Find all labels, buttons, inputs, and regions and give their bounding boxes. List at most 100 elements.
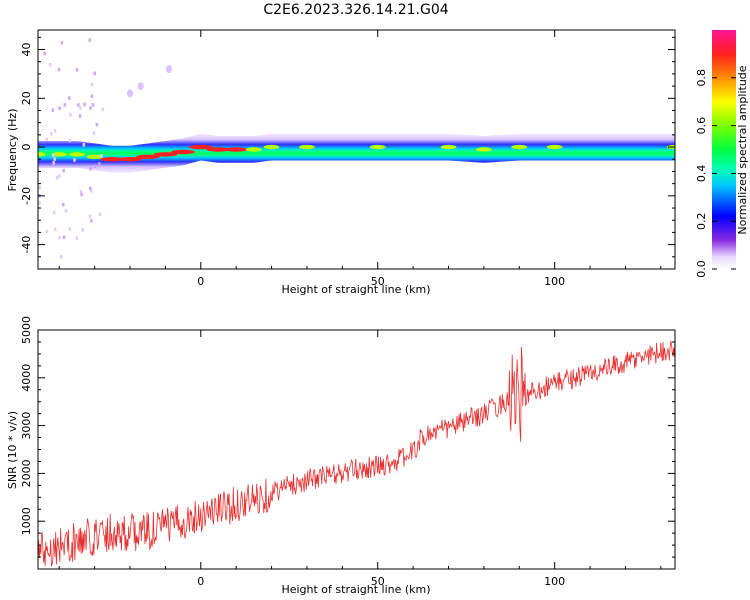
spectrogram-y-tick-label: 20 [20,91,33,105]
spectrogram-peak [245,147,262,152]
spectrogram-speckle [54,227,57,232]
spectrogram-speckle [53,129,57,133]
spectrogram-peak [171,149,196,155]
spectrogram-speckle [63,103,66,107]
spectrogram-speckle [79,106,82,110]
colorbar: 0.0 0.2 0.4 0.6 0.8 Normalized spectral ampl… [695,30,749,278]
spectrogram-speckle [89,186,92,191]
spectrogram-speckle [68,227,71,231]
spectrogram-peak [440,144,457,150]
spectrogram-speckle [91,103,95,107]
spectrogram-content [38,38,675,259]
snr-y-tick-label: 3000 [20,412,33,440]
spectrogram-speckle [55,176,59,180]
snr-x-label: Height of straight line (km) [281,583,430,596]
spectrogram-speckle [90,218,93,223]
spectrogram-speckle [38,186,42,190]
spectrogram-speckle [73,158,76,162]
spectrogram-speckle [58,174,61,178]
spectrogram-speckle [93,71,96,76]
colorbar-tick-label: 0.6 [695,117,708,135]
spectrogram-speckle [93,164,96,169]
spectrogram-speckle [98,162,101,166]
spectrogram-speckle [82,143,86,147]
spectrogram-speckle [79,189,83,194]
spectrogram-x-tick-label: 100 [544,275,565,288]
spectrogram-speckle [90,82,94,86]
spectrogram-speckle [81,228,84,232]
snr-y-tick-label: 5000 [20,316,33,344]
spectrogram-speckle [98,212,102,217]
snr-y-label: SNR (10 * v/v) [6,411,19,489]
spectrogram-y-tick-label: -20 [20,187,33,205]
spectrogram-peak [263,144,280,150]
spectrogram-peak [475,147,492,152]
spectrogram-ridge-peaks [38,144,675,162]
spectrogram-peak [153,152,178,157]
spectrogram-speckle [52,210,56,215]
spectrogram-ticks: 0 50 100 -40 -20 0 20 40 [20,30,675,288]
spectrogram-speckle [60,255,63,259]
spectrogram-speckle [51,108,55,112]
spectrogram-peak [100,157,125,162]
spectrogram-peak [224,147,249,152]
spectrogram-speckle [57,67,61,72]
colorbar-ticks: 0.0 0.2 0.4 0.6 0.8 [695,69,736,278]
spectrogram-speckle [64,209,68,213]
spectrogram-speckle [165,65,172,74]
spectrogram-speckle [100,154,103,158]
spectrogram-speckle [68,96,71,100]
spectrogram-frame [37,29,676,270]
spectrogram-peak [206,147,231,152]
colorbar-label: Normalized spectral amplitude [736,65,749,234]
spectrogram-speckle [95,123,99,127]
spectrogram-noise [38,38,172,259]
spectrogram-speckle [78,114,82,118]
spectrogram-x-tick-label: 0 [197,275,204,288]
snr-y-tick-label: 4000 [20,364,33,392]
spectrogram-y-tick-label: 0 [20,144,33,151]
snr-x-tick-label: 100 [544,575,565,588]
spectrogram-speckle [62,168,65,173]
spectrogram-speckle [45,229,49,234]
spectrogram-speckle [101,107,104,112]
spectrogram-speckle [52,161,55,165]
spectrogram-speckle [49,63,52,67]
spectrogram-speckle [89,106,92,110]
spectrogram-peak [135,154,160,160]
spectrogram-speckle [127,89,134,98]
spectrogram-peak [511,144,528,150]
snr-ticks: 0 50 100 1000 2000 3000 4000 5000 [20,316,675,588]
colorbar-tick-label: 0.8 [695,69,708,87]
spectrogram-speckle [88,214,92,219]
spectrogram-speckle [77,103,80,107]
spectrogram-peak [118,157,143,162]
spectrogram-x-tick-label: 50 [371,275,385,288]
spectrogram-peak [369,144,386,150]
snr-series-line [38,338,675,567]
spectrogram-speckle [88,38,91,42]
spectrogram-speckle [137,82,144,91]
colorbar-tick-label: 0.2 [695,212,708,230]
snr-y-tick-label: 1000 [20,507,33,535]
spectrogram-speckle [69,112,72,117]
spectrogram-peak [86,154,103,160]
spectrogram-speckle [92,131,96,135]
spectrogram-peak [298,144,315,150]
spectrogram-y-tick-label: -40 [20,236,33,254]
figure-title: C2E6.2023.326.14.21.G04 [263,2,448,18]
spectrogram-speckle [75,236,78,241]
spectrogram-speckle [83,102,86,107]
spectrogram-speckle [38,201,41,205]
spectrogram-panel: 0 50 100 -40 -20 0 20 40 Height of straight lin… [6,29,676,296]
snr-frame [37,329,676,570]
spectrogram-speckle [50,131,53,136]
spectrogram-speckle [60,41,64,45]
spectrogram-x-label: Height of straight line (km) [281,283,430,296]
spectrogram-speckle [43,51,46,56]
spectrogram-peak [51,152,68,157]
spectrogram-speckle [58,106,61,110]
spectrogram-speckle [90,189,93,193]
